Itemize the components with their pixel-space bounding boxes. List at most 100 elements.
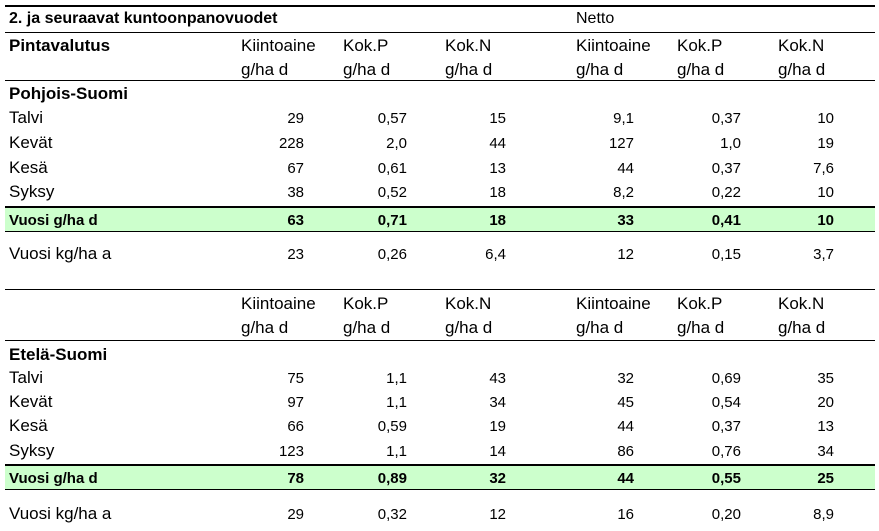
south-header-col-label: Kok.P: [677, 294, 723, 313]
table-cell: 45: [617, 394, 634, 411]
annual-cell: 23: [287, 246, 304, 263]
total-cell: 78: [287, 470, 304, 487]
total-bottom-rule: [5, 489, 875, 490]
table-cell: 18: [489, 184, 506, 201]
table-cell: 44: [617, 160, 634, 177]
south-header-col-label: Kiintoaine: [241, 294, 316, 313]
north-header-col-unit: g/ha d: [778, 60, 826, 79]
north-header-col-label: Kok.P: [343, 36, 389, 55]
total-row-label: Vuosi g/ha d: [9, 470, 98, 487]
north-header-rule: [5, 80, 875, 81]
total-row-highlight: [5, 466, 875, 489]
table-cell: 35: [817, 370, 834, 387]
total-row-label: Vuosi g/ha d: [9, 212, 98, 229]
table-cell: 19: [817, 135, 834, 152]
table-cell: 228: [278, 135, 304, 152]
table-cell: 0,57: [377, 110, 407, 127]
total-cell: 0,55: [711, 470, 741, 487]
annual-cell: 0,20: [711, 506, 741, 523]
south-header-col-unit: g/ha d: [343, 318, 391, 337]
table-cell: 67: [287, 160, 304, 177]
annual-cell: 29: [287, 506, 304, 523]
north-header-col-unit: g/ha d: [241, 60, 289, 79]
north-header-col-unit: g/ha d: [445, 60, 493, 79]
table-cell: 13: [817, 418, 834, 435]
table-cell: 127: [608, 135, 634, 152]
table-cell: 10: [817, 184, 834, 201]
south-header-col-unit: g/ha d: [241, 318, 289, 337]
table-cell: 1,0: [720, 135, 741, 152]
table-cell: 43: [489, 370, 506, 387]
row-label: Kevät: [9, 392, 53, 411]
table-cell: 86: [617, 443, 634, 460]
table-cell: 34: [489, 394, 506, 411]
table-cell: 0,37: [711, 418, 741, 435]
total-bottom-rule: [5, 231, 875, 232]
table-cell: 15: [489, 110, 506, 127]
table-cell: 13: [489, 160, 506, 177]
table-cell: 0,61: [377, 160, 407, 177]
south-header-rule: [5, 340, 875, 341]
table-cell: 7,6: [813, 160, 834, 177]
total-cell: 18: [489, 212, 506, 229]
row-label: Kesä: [9, 158, 48, 177]
annual-cell: 12: [489, 506, 506, 523]
total-cell: 0,89: [377, 470, 407, 487]
table-cell: 75: [287, 370, 304, 387]
south-header-col-label: Kok.N: [445, 294, 492, 313]
row-label: Syksy: [9, 182, 55, 201]
table-cell: 0,52: [377, 184, 407, 201]
south-header-col-unit: g/ha d: [778, 318, 826, 337]
row-label: Talvi: [9, 108, 44, 127]
total-cell: 33: [617, 212, 634, 229]
total-cell: 44: [617, 470, 634, 487]
south-header-col-label: Kiintoaine: [576, 294, 651, 313]
row-label: Talvi: [9, 368, 44, 387]
table-title: 2. ja seuraavat kuntoonpanovuodet: [9, 10, 278, 27]
table-cell: 19: [489, 418, 506, 435]
row-label: Kesä: [9, 416, 48, 435]
annual-cell: 3,7: [813, 246, 834, 263]
total-row-highlight: [5, 208, 875, 231]
south-header-col-unit: g/ha d: [677, 318, 725, 337]
north-header-col-unit: g/ha d: [576, 60, 624, 79]
annual-cell: 16: [617, 506, 634, 523]
north-header-col-unit: g/ha d: [343, 60, 391, 79]
table-cell: 123: [278, 443, 304, 460]
south-header-col-label: Kok.P: [343, 294, 389, 313]
total-cell: 10: [817, 212, 834, 229]
total-top-rule: [5, 206, 875, 208]
table-cell: 0,54: [711, 394, 741, 411]
table-cell: 0,37: [711, 160, 741, 177]
annual-row-label: Vuosi kg/ha a: [9, 244, 112, 263]
north-header-col-label: Kok.N: [445, 36, 492, 55]
south-top-rule: [5, 289, 875, 290]
table-cell: 14: [489, 443, 506, 460]
total-cell: 25: [817, 470, 834, 487]
region-label: Pohjois-Suomi: [9, 84, 128, 103]
annual-cell: 0,32: [377, 506, 407, 523]
total-top-rule: [5, 464, 875, 466]
pintavalutus-label: Pintavalutus: [9, 36, 111, 55]
table-cell: 97: [287, 394, 304, 411]
table-cell: 0,59: [377, 418, 407, 435]
netto-label: Netto: [576, 10, 615, 27]
table-cell: 20: [817, 394, 834, 411]
table-cell: 44: [489, 135, 506, 152]
total-cell: 0,41: [711, 212, 741, 229]
table-cell: 29: [287, 110, 304, 127]
south-header-col-unit: g/ha d: [576, 318, 624, 337]
table-cell: 0,69: [711, 370, 741, 387]
row-label: Syksy: [9, 441, 55, 460]
total-cell: 0,71: [377, 212, 407, 229]
title-rule: [5, 32, 875, 33]
south-header-col-unit: g/ha d: [445, 318, 493, 337]
table-cell: 2,0: [386, 135, 407, 152]
table-cell: 44: [617, 418, 634, 435]
table-cell: 0,76: [711, 443, 741, 460]
region-label: Etelä-Suomi: [9, 345, 108, 364]
annual-cell: 0,26: [377, 246, 407, 263]
table-cell: 1,1: [386, 370, 407, 387]
annual-row-label: Vuosi kg/ha a: [9, 504, 112, 523]
table-cell: 66: [287, 418, 304, 435]
